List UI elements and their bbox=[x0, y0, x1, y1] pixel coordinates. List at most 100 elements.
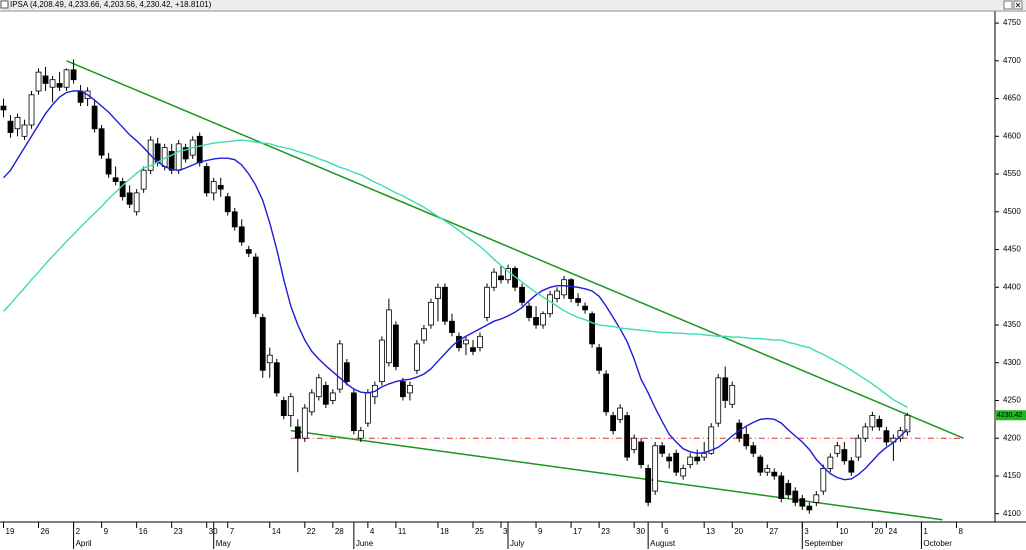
candle-body bbox=[813, 494, 820, 503]
candle-body bbox=[435, 286, 441, 299]
candle-body bbox=[294, 426, 301, 439]
chart-title: IPSA (4,208.49, 4,233.66, 4,203.56, 4,23… bbox=[10, 0, 212, 9]
candle-body bbox=[91, 105, 98, 130]
candle-body bbox=[757, 456, 764, 473]
x-tick-label: 19 bbox=[6, 527, 15, 536]
candle-body bbox=[554, 290, 560, 299]
candle-body bbox=[175, 143, 182, 171]
candle-body bbox=[49, 79, 56, 88]
candle-body bbox=[750, 445, 757, 454]
candle-body bbox=[729, 384, 736, 405]
candle-body bbox=[0, 105, 7, 111]
candle-body bbox=[834, 445, 841, 454]
x-tick-label: 8 bbox=[958, 527, 963, 536]
candle-body bbox=[792, 490, 799, 503]
candle-body bbox=[217, 184, 224, 190]
candle-body bbox=[21, 124, 28, 137]
y-tick-label: 4500 bbox=[1003, 207, 1021, 216]
candle-body bbox=[280, 400, 287, 416]
y-tick-label: 4250 bbox=[1003, 396, 1021, 405]
candle-body bbox=[904, 414, 911, 433]
candle-body bbox=[105, 158, 112, 175]
candle-body bbox=[119, 181, 126, 198]
candle-body bbox=[428, 301, 434, 326]
trendline bbox=[66, 60, 964, 439]
y-tick-label: 4300 bbox=[1003, 358, 1021, 367]
candle-body bbox=[659, 445, 666, 454]
y-tick-label: 4750 bbox=[1003, 18, 1021, 27]
month-label: July bbox=[510, 539, 524, 548]
x-tick-label: 26 bbox=[41, 527, 50, 536]
candle-body bbox=[442, 286, 448, 322]
candle-body bbox=[252, 256, 259, 315]
month-label: September bbox=[804, 539, 843, 548]
x-tick-label: 14 bbox=[272, 527, 281, 536]
x-tick-label: 3 bbox=[804, 527, 809, 536]
header-icon bbox=[0, 0, 9, 9]
y-tick-label: 4650 bbox=[1003, 94, 1021, 103]
candle-body bbox=[631, 437, 638, 450]
candle-body bbox=[547, 294, 553, 315]
candle-body bbox=[722, 377, 729, 401]
trendline bbox=[290, 429, 943, 521]
x-tick-label: 25 bbox=[475, 527, 484, 536]
candle-body bbox=[168, 150, 175, 171]
x-tick-label: 30 bbox=[636, 527, 645, 536]
candle-body bbox=[238, 226, 245, 243]
candle-body bbox=[70, 69, 77, 81]
candle-body bbox=[392, 324, 399, 367]
candle-body bbox=[407, 384, 413, 394]
candle-body bbox=[603, 373, 610, 413]
last-price-box bbox=[996, 410, 1026, 421]
x-tick-label: 23 bbox=[174, 527, 183, 536]
candle-body bbox=[273, 362, 280, 394]
candle-body bbox=[301, 407, 308, 439]
candle-body bbox=[694, 456, 701, 462]
month-label: June bbox=[356, 539, 374, 548]
candle-body bbox=[224, 196, 231, 213]
x-tick-label: 9 bbox=[104, 527, 109, 536]
candle-body bbox=[112, 177, 119, 182]
candle-body bbox=[203, 166, 210, 194]
candle-body bbox=[322, 384, 329, 405]
candle-body bbox=[196, 135, 203, 164]
candle-body bbox=[315, 377, 322, 398]
candle-body bbox=[687, 456, 694, 466]
candle-body bbox=[98, 128, 105, 156]
header-bar bbox=[0, 0, 1026, 10]
x-tick-label: 20 bbox=[874, 527, 883, 536]
candle-body bbox=[336, 343, 343, 390]
x-tick-label: 18 bbox=[440, 527, 449, 536]
candle-body bbox=[385, 309, 392, 364]
candle-body bbox=[652, 445, 659, 492]
candle-body bbox=[526, 305, 532, 318]
y-tick-label: 4150 bbox=[1003, 471, 1021, 480]
candle-body bbox=[182, 147, 189, 160]
candle-body bbox=[259, 317, 266, 371]
candle-body bbox=[14, 117, 21, 130]
candle-body bbox=[449, 320, 455, 333]
candle-body bbox=[308, 392, 315, 413]
candle-body bbox=[477, 335, 483, 349]
candle-body bbox=[56, 83, 63, 88]
month-label: August bbox=[650, 539, 676, 548]
candle-body bbox=[35, 71, 42, 92]
x-tick-label: 11 bbox=[398, 527, 407, 536]
candle-body bbox=[63, 69, 70, 88]
candle-body bbox=[862, 426, 869, 439]
candle-body bbox=[848, 460, 855, 473]
x-tick-label: 28 bbox=[335, 527, 344, 536]
x-tick-label: 2 bbox=[76, 527, 81, 536]
y-tick-label: 4350 bbox=[1003, 320, 1021, 329]
candle-body bbox=[827, 456, 834, 469]
x-tick-label: 1 bbox=[923, 527, 928, 536]
candle-body bbox=[364, 392, 371, 424]
candle-body bbox=[343, 362, 350, 383]
y-tick-label: 4400 bbox=[1003, 282, 1021, 291]
window-button[interactable] bbox=[1003, 0, 1013, 10]
candle-body bbox=[820, 468, 827, 492]
y-tick-label: 4450 bbox=[1003, 245, 1021, 254]
candle-body bbox=[673, 452, 680, 473]
candle-body bbox=[666, 456, 673, 462]
last-price-label: 4230.42 bbox=[997, 412, 1022, 419]
